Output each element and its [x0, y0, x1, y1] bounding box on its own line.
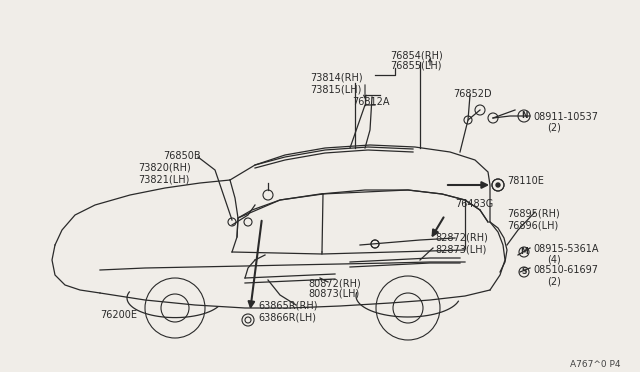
Text: 76895(RH): 76895(RH) [507, 209, 560, 219]
Text: 82872(RH): 82872(RH) [435, 233, 488, 243]
Text: 63866R(LH): 63866R(LH) [258, 312, 316, 322]
Circle shape [496, 183, 500, 187]
Text: 76850B: 76850B [163, 151, 200, 161]
Text: 08915-5361A: 08915-5361A [533, 244, 598, 254]
Text: 76200E: 76200E [100, 310, 137, 320]
Text: 73821(LH): 73821(LH) [138, 174, 189, 184]
Text: 76855(LH): 76855(LH) [390, 61, 442, 71]
Text: 82873(LH): 82873(LH) [435, 244, 486, 254]
Text: 76852D: 76852D [453, 89, 492, 99]
Text: A767^0 P4: A767^0 P4 [570, 360, 620, 369]
Text: N: N [521, 112, 527, 121]
Text: 08911-10537: 08911-10537 [533, 112, 598, 122]
Text: 80872(RH): 80872(RH) [308, 278, 361, 288]
Text: 73820(RH): 73820(RH) [138, 163, 191, 173]
Text: (2): (2) [547, 276, 561, 286]
Text: M: M [520, 247, 528, 257]
Text: 76483G: 76483G [455, 199, 493, 209]
Text: 76854(RH): 76854(RH) [390, 50, 443, 60]
Text: 08510-61697: 08510-61697 [533, 265, 598, 275]
Text: 73815(LH): 73815(LH) [310, 84, 362, 94]
Text: 80873(LH): 80873(LH) [308, 289, 359, 299]
Text: S: S [522, 267, 527, 276]
Text: 76896(LH): 76896(LH) [507, 220, 558, 230]
Text: 76812A: 76812A [352, 97, 390, 107]
Text: 63865R(RH): 63865R(RH) [258, 301, 317, 311]
Text: (4): (4) [547, 255, 561, 265]
Text: 73814(RH): 73814(RH) [310, 73, 363, 83]
Text: 78110E: 78110E [507, 176, 544, 186]
Text: (2): (2) [547, 123, 561, 133]
